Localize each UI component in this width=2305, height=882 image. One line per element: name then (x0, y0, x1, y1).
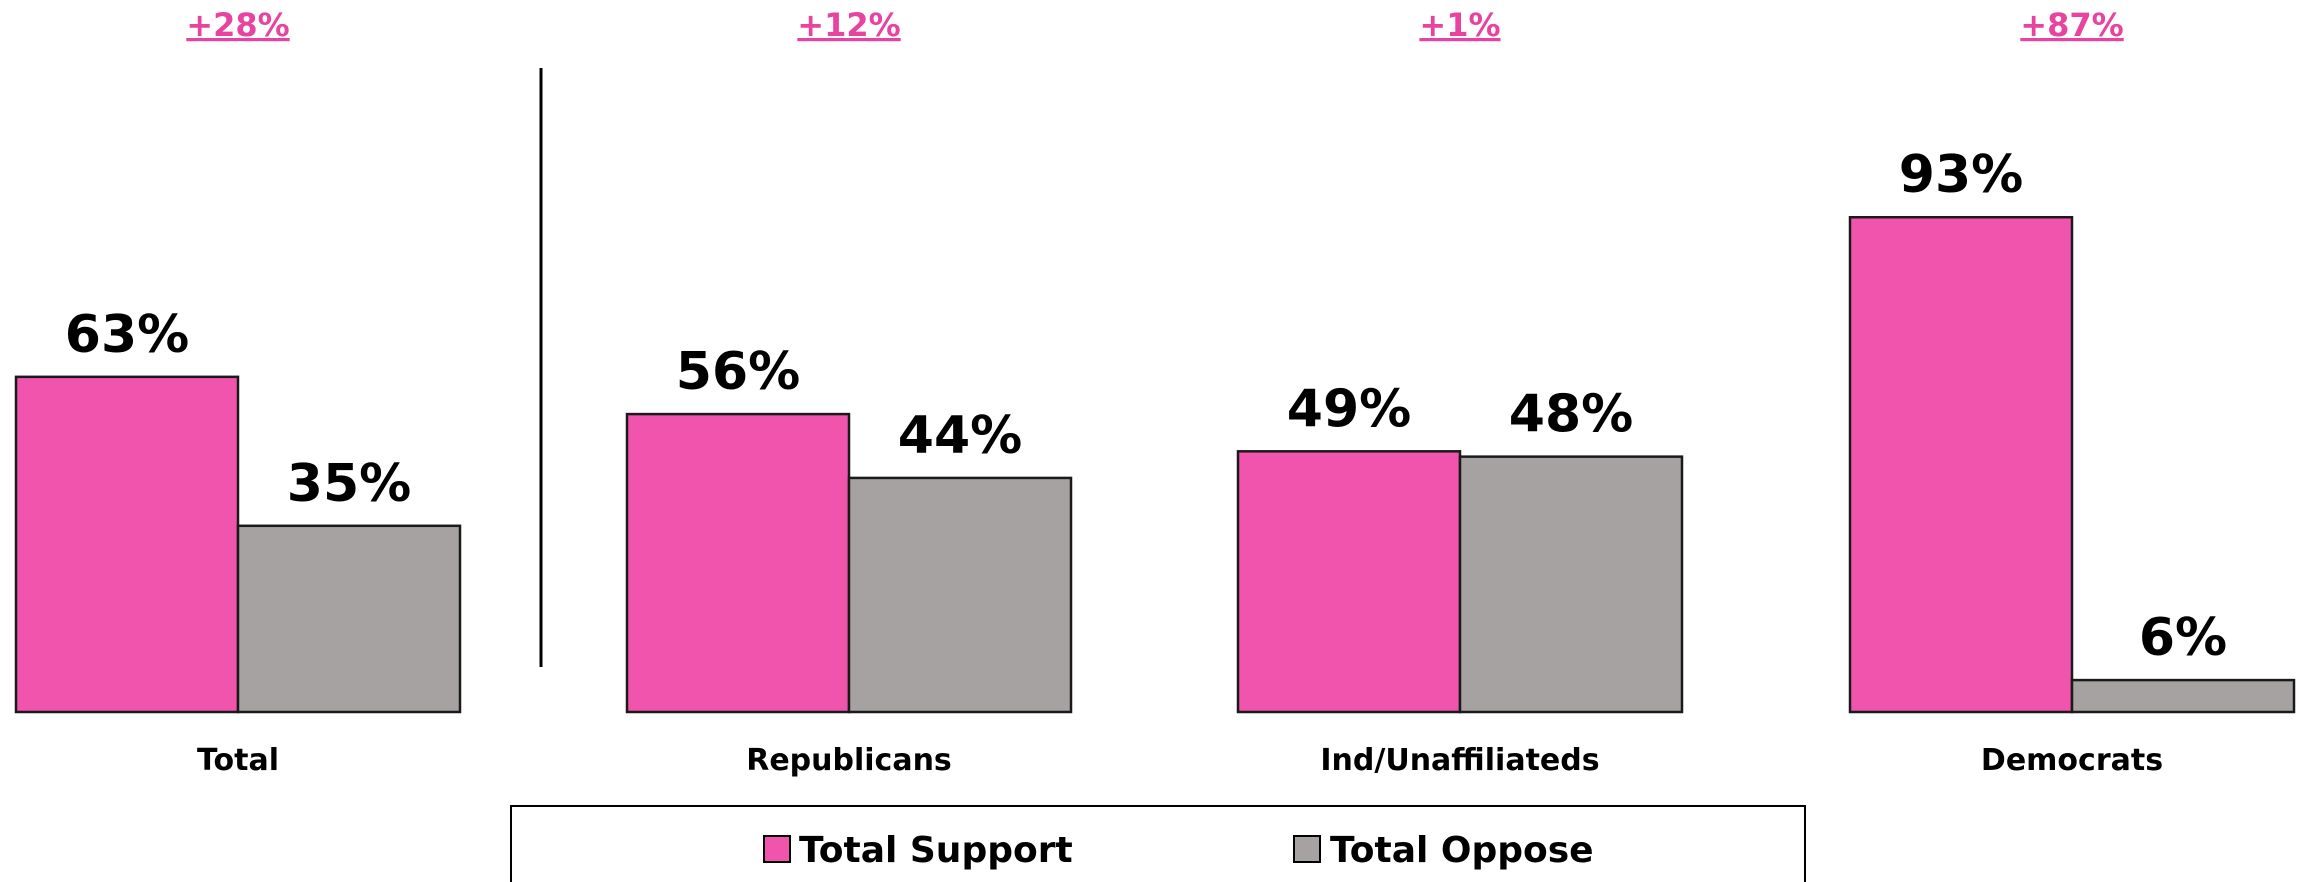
difference-label-democrats: +87% (2020, 6, 2123, 44)
value-label-total-total-support: 63% (65, 305, 189, 365)
category-label-total: Total (197, 743, 279, 778)
legend-box (510, 805, 1806, 882)
category-label-democrats: Democrats (1981, 743, 2163, 778)
value-label-republicans-total-support: 56% (676, 342, 800, 402)
value-label-democrats-total-oppose: 6% (2139, 608, 2227, 668)
legend: Total Support Total Oppose (510, 805, 1806, 882)
difference-label-republicans: +12% (797, 6, 900, 44)
difference-label-ind-unaffiliateds: +1% (1419, 6, 1500, 44)
value-label-republicans-total-oppose: 44% (898, 406, 1022, 466)
bar-democrats-total-oppose (2070, 678, 2296, 714)
legend-swatch-total-support (763, 835, 791, 863)
value-label-total-total-oppose: 35% (287, 454, 411, 514)
bar-total-total-support (14, 375, 240, 714)
bar-ind-unaffiliateds-total-oppose (1458, 455, 1684, 714)
legend-swatch-total-oppose (1293, 835, 1321, 863)
category-label-ind-unaffiliateds: Ind/Unaffiliateds (1320, 743, 1599, 778)
bar-republicans-total-oppose (847, 476, 1073, 714)
value-label-ind-unaffiliateds-total-oppose: 48% (1509, 385, 1633, 445)
difference-label-total: +28% (186, 6, 289, 44)
bar-ind-unaffiliateds-total-support (1236, 450, 1462, 714)
bar-democrats-total-support (1848, 215, 2074, 714)
plot-area: 63% 35% Total +28% 56% 44% Republicans +12% 49% 4… (14, 6, 2296, 778)
legend-label-total-support: Total Support (799, 830, 1073, 871)
category-label-republicans: Republicans (746, 743, 952, 778)
legend-label-total-oppose: Total Oppose (1330, 830, 1594, 871)
value-label-democrats-total-support: 93% (1899, 145, 2023, 205)
value-label-ind-unaffiliateds-total-support: 49% (1287, 379, 1411, 439)
bar-total-total-oppose (236, 524, 462, 714)
bar-republicans-total-support (625, 412, 851, 714)
